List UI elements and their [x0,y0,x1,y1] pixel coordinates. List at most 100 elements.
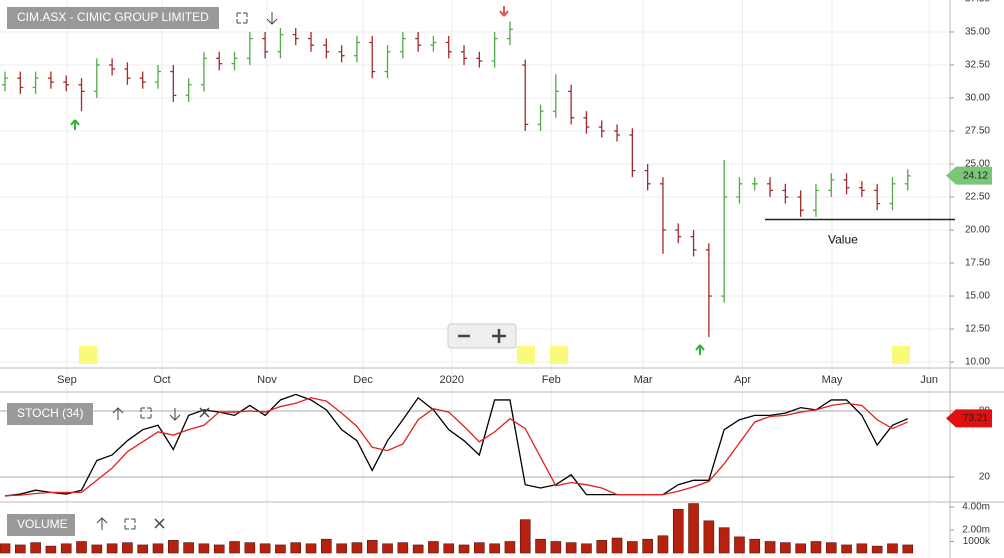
volume-bar [841,544,852,554]
volume-bar [30,542,41,554]
volume-bar [60,543,72,554]
indicator-title: VOLUME [17,517,68,531]
volume-bar [474,542,485,554]
y-tick-label: 25.00 [965,159,990,170]
volume-bar [550,541,562,554]
volume-bar [443,543,455,554]
volume-bar [611,537,623,554]
volume-bar [351,542,363,554]
move-up-icon[interactable] [112,407,124,420]
y-tick-label: 10.00 [965,357,990,368]
y-tick-label: 1000k [963,536,991,547]
volume-bar [642,538,653,554]
volume-bar [382,543,393,554]
volume-bar [152,543,164,554]
y-tick-label: 4.00m [962,502,990,513]
volume-bar [703,520,715,554]
volume-bar [91,544,103,554]
volume-bar [504,541,516,554]
x-tick-label: Mar [634,374,653,386]
volume-bar [902,544,914,554]
volume-bar [734,536,745,554]
x-tick-label: Jun [920,374,938,386]
buy-arrow [70,119,80,130]
volume-bar [428,541,439,554]
volume-bar [871,545,883,554]
volume-bar [0,543,11,554]
last-value-label: 73.21 [963,413,988,424]
volume-bar [458,544,470,554]
y-tick-label: 35.00 [965,27,990,38]
last-value-tag [946,409,992,428]
y-tick-label: 22.50 [965,192,990,203]
volume-bar [795,543,806,554]
expand-icon[interactable] [140,407,152,419]
volume-bar [198,543,210,554]
move-down-icon[interactable] [266,12,278,25]
volume-bar [887,543,898,554]
volume-bar [336,543,347,554]
y-tick-label: 17.50 [965,258,990,269]
y-tick-label: 12.50 [965,324,990,335]
x-tick-label: Oct [153,374,170,386]
y-tick-label: 30.00 [965,93,990,104]
move-down-icon[interactable] [169,408,181,421]
volume-bar [718,527,730,554]
volume-bar [321,538,332,554]
volume-bar [290,542,302,554]
title-box [7,403,93,425]
x-tick-label: Dec [353,374,373,386]
x-tick-label: 2020 [440,374,464,386]
volume-bar [183,542,194,554]
volume-bar [749,538,761,554]
note-icon[interactable] [79,346,97,364]
volume-bar [565,542,577,554]
y-tick-label: 32.50 [965,60,990,71]
last-value-label: 24.12 [963,170,988,181]
chart-title: CIM.ASX - CIMIC GROUP LIMITED [17,10,209,24]
volume-bar [366,540,378,554]
y-tick-label: 2.00m [962,525,990,536]
y-tick-label: 15.00 [965,291,990,302]
expand-icon[interactable] [124,518,136,530]
volume-bar [780,542,791,554]
close-icon[interactable] [154,518,165,529]
volume-bar [412,544,424,554]
volume-bar [489,543,500,554]
volume-bar [856,543,868,554]
stoch-line [4,397,909,497]
volume-bar [275,544,286,554]
volume-bar [535,538,546,554]
expand-icon[interactable] [236,12,248,24]
x-tick-label: Sep [57,374,77,386]
volume-bar [581,543,592,554]
move-up-icon[interactable] [96,517,108,530]
note-icon[interactable] [517,346,535,364]
close-icon[interactable] [199,407,210,418]
note-icon[interactable] [550,346,568,364]
note-icon[interactable] [892,346,910,364]
y-tick-label: 37.50 [965,0,990,5]
last-value-tag [946,166,992,185]
volume-bar [688,503,699,554]
sell-arrow [499,6,509,17]
zoom-in-button[interactable] [492,329,506,343]
x-tick-label: Apr [734,374,751,386]
volume-bar [213,544,225,554]
title-box [7,7,219,29]
volume-bar [15,544,26,554]
volume-bar [519,519,531,554]
volume-bar [244,542,256,554]
volume-bar [657,535,669,554]
stoch-line [4,393,909,497]
volume-bar [764,541,776,554]
title-box [7,514,75,536]
volume-bar [106,543,118,554]
volume-bar [137,544,149,554]
y-tick-label: 20 [979,472,991,483]
volume-bar [305,543,317,554]
x-tick-label: Feb [542,374,561,386]
x-tick-label: Nov [257,374,277,386]
volume-bar [825,542,837,554]
